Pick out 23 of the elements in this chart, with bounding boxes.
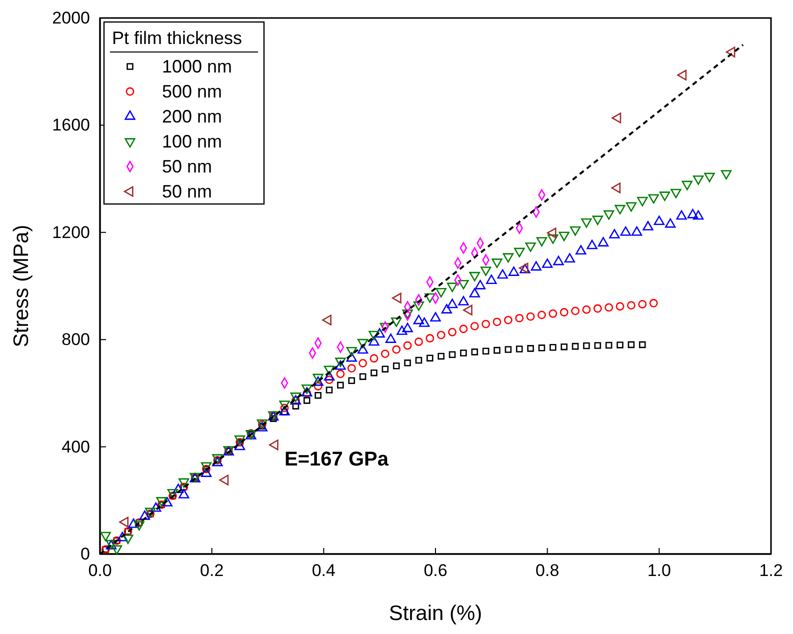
- y-tick-label: 0: [80, 544, 90, 564]
- x-tick-label: 0.0: [88, 561, 112, 580]
- x-tick-label: 0.2: [200, 561, 224, 580]
- y-axis-title: Stress (MPa): [10, 224, 33, 348]
- legend-label: 100 nm: [162, 132, 222, 152]
- legend-label: 1000 nm: [162, 56, 232, 76]
- y-tick-label: 800: [62, 330, 90, 350]
- legend-label: 50 nm: [162, 156, 212, 176]
- x-tick-label: 0.8: [536, 561, 560, 580]
- x-tick-label: 0.4: [312, 561, 336, 580]
- y-tick-label: 400: [62, 437, 90, 456]
- legend-label: 50 nm: [162, 182, 212, 202]
- x-tick-label: 1.2: [759, 561, 783, 580]
- x-tick-label: 1.0: [647, 561, 671, 580]
- x-tick-label: 0.6: [424, 561, 448, 580]
- y-tick-label: 2000: [52, 8, 90, 28]
- x-axis-title: Strain (%): [388, 602, 482, 625]
- legend-label: 200 nm: [162, 106, 222, 126]
- legend-label: 500 nm: [162, 82, 222, 102]
- y-tick-label: 1600: [52, 116, 90, 135]
- y-tick-label: 1200: [52, 222, 90, 242]
- annotation: E=167 GPa: [284, 448, 390, 471]
- legend-title: Pt film thickness: [112, 28, 242, 48]
